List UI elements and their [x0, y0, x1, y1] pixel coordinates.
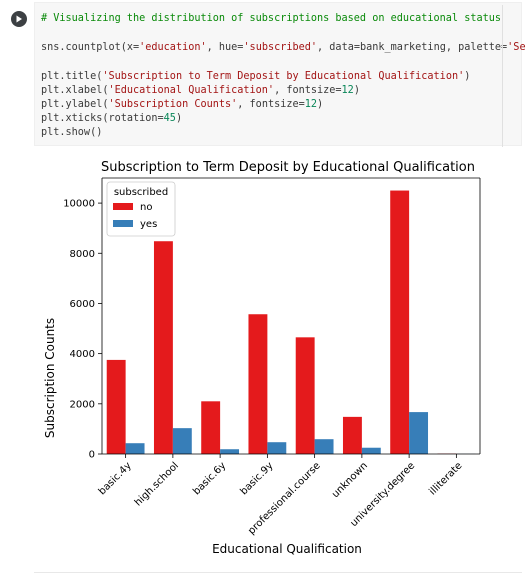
legend-swatch-yes [113, 220, 133, 227]
code-token: , hue= [207, 42, 244, 53]
bar-yes-basic.9y [267, 442, 286, 454]
code-comment-line: # Visualizing the distribution of subscr… [41, 12, 501, 26]
code-scrollbar[interactable] [502, 5, 503, 147]
code-number: 12 [305, 99, 317, 110]
code-token: ) [317, 99, 323, 110]
legend-label-yes: yes [140, 219, 157, 230]
y-tick-label: 4000 [70, 349, 95, 360]
code-token: ) [176, 113, 182, 124]
cell-output: Subscription to Term Deposit by Educatio… [34, 148, 522, 571]
code-editor[interactable]: # Visualizing the distribution of subscr… [34, 2, 522, 146]
code-line-xlabel: plt.xlabel('Educational Qualification', … [41, 84, 360, 98]
y-tick-label: 8000 [70, 249, 95, 260]
code-line-title: plt.title('Subscription to Term Deposit … [41, 70, 470, 84]
bar-no-university.degree [390, 191, 409, 454]
code-token: plt.title( [41, 71, 102, 82]
legend-swatch-no [113, 203, 133, 210]
code-token: plt.xticks(rotation= [41, 113, 164, 124]
code-string: 'subscribed' [243, 42, 317, 53]
bar-yes-high.school [173, 428, 192, 454]
code-line-countplot: sns.countplot(x='education', hue='subscr… [41, 41, 526, 55]
bar-no-basic.6y [201, 401, 220, 454]
output-divider [34, 572, 522, 573]
bar-no-unknown [343, 417, 362, 454]
bar-yes-basic.4y [126, 443, 145, 454]
code-string: 'education' [139, 42, 206, 53]
code-string: 'Subscription Counts' [108, 99, 237, 110]
x-tick-label-unknown: unknown [330, 460, 370, 500]
y-axis-label: Subscription Counts [43, 318, 57, 438]
bar-no-basic.4y [107, 360, 126, 454]
bar-yes-unknown [362, 448, 381, 454]
legend-label-no: no [140, 202, 152, 213]
code-line-ylabel: plt.ylabel('Subscription Counts', fontsi… [41, 98, 323, 112]
code-token: ) [464, 71, 470, 82]
x-tick-label-basic.4y: basic.4y [97, 460, 134, 497]
legend-title: subscribed [114, 187, 168, 198]
bar-no-basic.9y [248, 314, 267, 454]
code-token: sns.countplot(x= [41, 42, 139, 53]
x-tick-label-illiterate: illiterate [427, 460, 464, 497]
code-token: plt.xlabel( [41, 85, 108, 96]
x-axis-label: Educational Qualification [212, 542, 362, 556]
code-token: ) [354, 85, 360, 96]
code-string: 'Educational Qualification' [108, 85, 274, 96]
x-tick-label-high.school: high.school [133, 460, 181, 508]
x-tick-label-basic.9y: basic.9y [238, 460, 275, 497]
code-string: 'Subscription to Term Deposit by Educati… [102, 71, 464, 82]
run-cell-button[interactable] [11, 11, 27, 27]
code-token: plt.show() [41, 127, 102, 138]
code-line-xticks: plt.xticks(rotation=45) [41, 112, 182, 126]
bar-yes-professional.course [315, 439, 334, 454]
countplot-chart: Subscription to Term Deposit by Educatio… [34, 148, 522, 571]
code-number: 12 [342, 85, 354, 96]
y-tick-label: 2000 [70, 399, 95, 410]
bar-yes-basic.6y [220, 449, 239, 454]
play-icon [15, 15, 23, 23]
x-tick-label-basic.6y: basic.6y [191, 460, 228, 497]
code-token: plt.ylabel( [41, 99, 108, 110]
y-tick-label: 10000 [63, 199, 95, 210]
code-token: , data=bank_marketing, palette= [317, 42, 507, 53]
code-comment: # Visualizing the distribution of subscr… [41, 13, 501, 24]
bar-no-professional.course [296, 337, 315, 454]
code-token: , fontsize= [274, 85, 341, 96]
chart-title: Subscription to Term Deposit by Educatio… [101, 160, 475, 175]
y-tick-label: 6000 [70, 299, 95, 310]
bar-yes-university.degree [409, 412, 428, 454]
y-tick-label: 0 [89, 450, 95, 461]
code-token: , fontsize= [237, 99, 304, 110]
bar-no-high.school [154, 241, 173, 454]
legend: subscribed no yes [107, 182, 175, 236]
code-number: 45 [164, 113, 176, 124]
code-line-show: plt.show() [41, 126, 102, 140]
code-string: 'Set1' [507, 42, 526, 53]
